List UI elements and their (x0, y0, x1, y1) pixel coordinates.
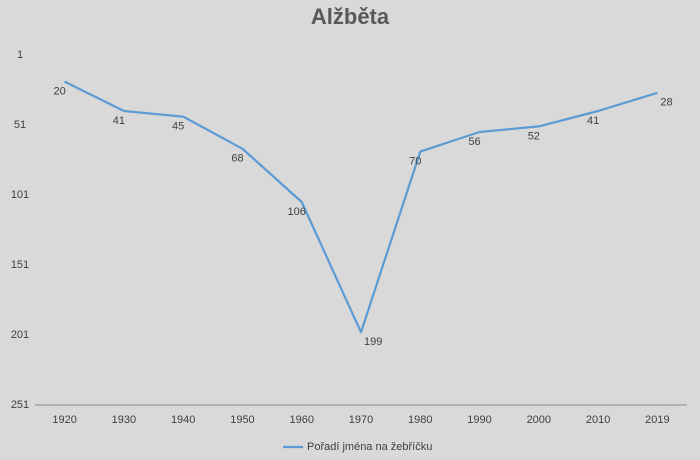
data-label: 70 (409, 156, 421, 168)
data-label: 28 (660, 97, 672, 109)
data-label: 41 (587, 115, 599, 127)
x-tick-label: 1930 (112, 414, 136, 426)
y-tick-label: 201 (11, 329, 29, 341)
x-tick-label: 2010 (586, 414, 610, 426)
y-tick-label: 101 (11, 189, 29, 201)
x-tick-label: 1990 (467, 414, 491, 426)
y-tick-label: 151 (11, 259, 29, 271)
data-line (64, 80, 658, 334)
data-label: 52 (528, 130, 540, 142)
data-label: 45 (172, 121, 184, 133)
x-tick-label: 1970 (349, 414, 373, 426)
x-tick-label: 1980 (408, 414, 432, 426)
data-label: 68 (231, 153, 243, 165)
data-label: 20 (54, 86, 66, 98)
x-tick-label: 1950 (230, 414, 254, 426)
data-label: 41 (113, 115, 125, 127)
data-label: 106 (288, 206, 306, 218)
legend-label: Pořadí jména na žebříčku (307, 441, 432, 453)
x-tick-label: 1960 (289, 414, 313, 426)
data-label: 56 (468, 136, 480, 148)
x-tick-label: 1920 (52, 414, 76, 426)
x-tick-label: 1940 (171, 414, 195, 426)
x-tick-label: 2019 (645, 414, 669, 426)
chart-title: Alžběta (311, 4, 390, 29)
x-tick-label: 2000 (527, 414, 551, 426)
y-tick-label: 1 (17, 49, 23, 61)
y-tick-label: 51 (14, 119, 26, 131)
data-label: 199 (364, 336, 382, 348)
y-tick-label: 251 (11, 399, 29, 411)
